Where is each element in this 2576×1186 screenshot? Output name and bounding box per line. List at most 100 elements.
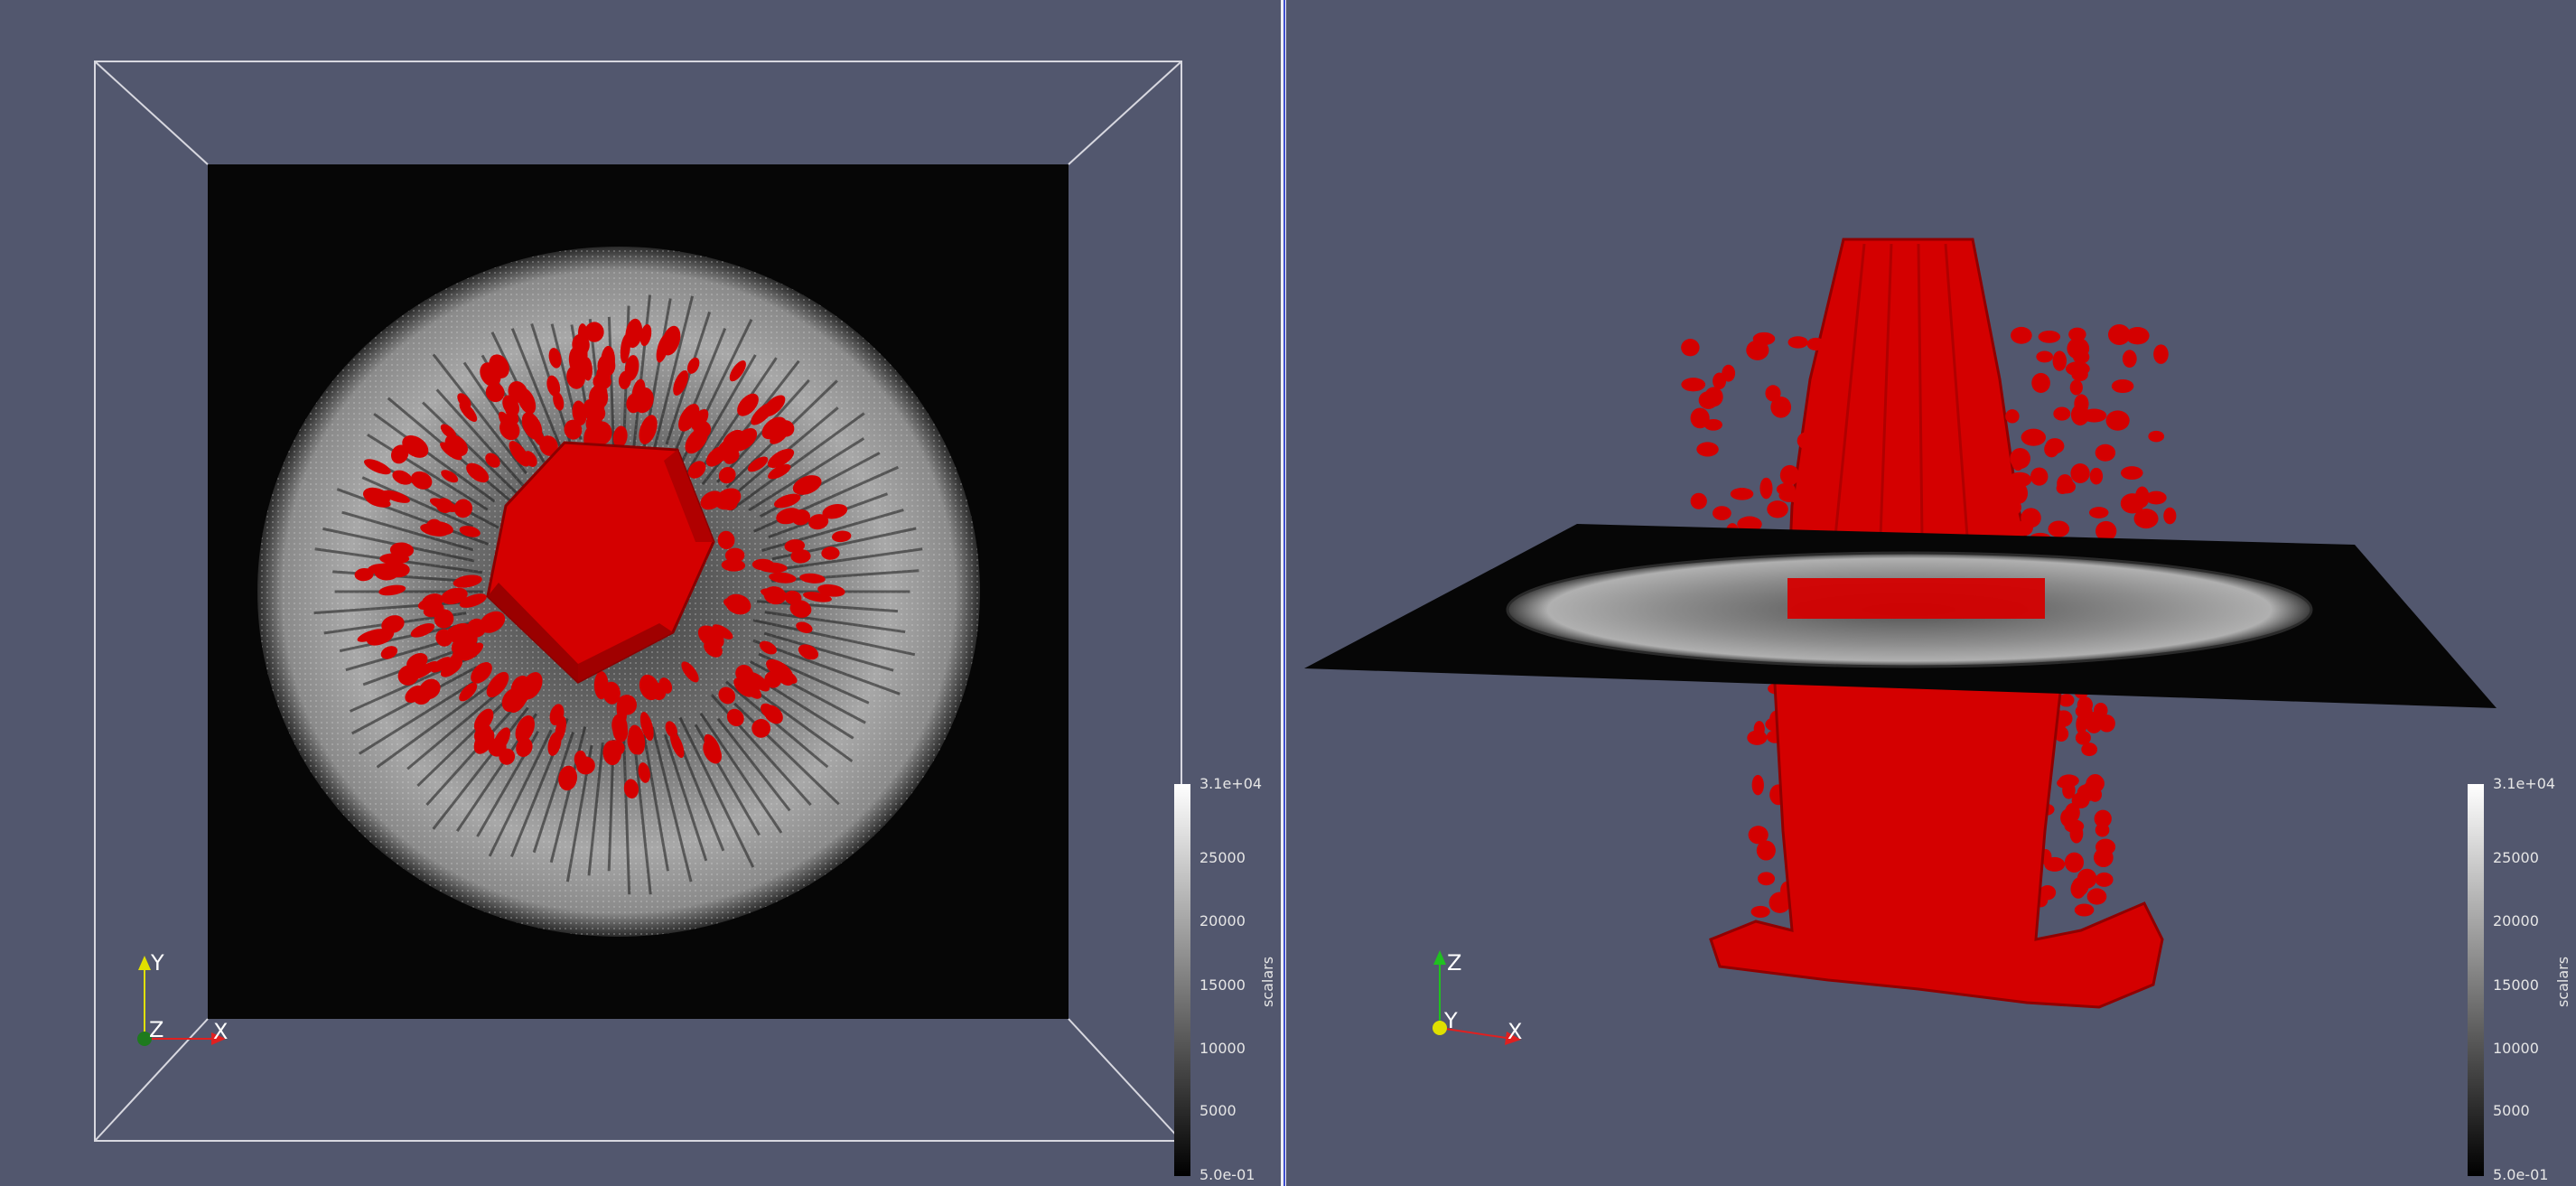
isosurface-blob	[380, 646, 398, 659]
isosurface-blob	[792, 475, 822, 495]
isosurface-blob	[521, 412, 543, 440]
colorbar-tick: 10000	[1199, 1040, 1246, 1057]
isosurface-blob	[374, 563, 400, 581]
isosurface-blob	[364, 459, 391, 475]
isosurface-blob	[1750, 905, 1770, 918]
isosurface-blob	[485, 453, 500, 468]
axis-label-z: Z	[1447, 950, 1462, 976]
isosurface-blob	[379, 553, 410, 565]
isosurface-blob	[564, 419, 583, 440]
isosurface-blob	[366, 628, 395, 646]
isosurface-blob	[2011, 326, 2032, 344]
isosurface-blob	[760, 588, 789, 601]
isosurface-blob	[2030, 467, 2049, 486]
isosurface-blob	[620, 333, 630, 364]
isosurface-blob	[724, 547, 745, 564]
isosurface-blob	[489, 354, 509, 378]
isosurface-blob	[412, 686, 432, 705]
isosurface-blob	[639, 415, 658, 444]
isosurface-blob	[2086, 888, 2107, 905]
isosurface-blob	[2077, 696, 2094, 714]
isosurface-blob	[2120, 493, 2144, 514]
isosurface-blob	[1746, 340, 1769, 360]
isosurface-blob	[1748, 826, 1769, 845]
isosurface-blob	[2097, 839, 2112, 857]
isosurface-blob	[718, 686, 736, 705]
isosurface-blob	[516, 737, 533, 758]
isosurface-blob	[1681, 339, 1700, 357]
isosurface-blob	[790, 549, 811, 564]
isosurface-blob	[638, 762, 650, 783]
isosurface-blob	[1757, 872, 1776, 886]
colorbar-title: scalars	[1259, 956, 1276, 1007]
isosurface-blob	[558, 765, 578, 791]
isosurface-blob	[2071, 792, 2090, 809]
isosurface-blob	[1806, 337, 1825, 351]
isosurface-blob	[365, 495, 391, 508]
isosurface-blob	[515, 714, 535, 743]
isosurface-blob	[602, 740, 622, 766]
isosurface-blob	[1767, 500, 1788, 518]
isosurface-blob	[2070, 462, 2090, 483]
isosurface-blob	[502, 395, 520, 416]
isosurface-blob	[669, 731, 685, 759]
isosurface-blob	[485, 382, 505, 403]
colorbar-tick: 25000	[2493, 849, 2539, 866]
isosurface-blob	[549, 704, 565, 726]
isosurface-blob	[2069, 823, 2084, 844]
isosurface-blob	[2086, 774, 2105, 793]
isosurface-blob	[2098, 714, 2115, 733]
isosurface-blob	[773, 493, 801, 509]
isosurface-blob	[2068, 327, 2086, 341]
isosurface-blob	[798, 644, 819, 660]
isosurface-blob	[776, 508, 802, 525]
isosurface-blob	[639, 323, 652, 347]
isosurface-blob	[1698, 391, 1719, 409]
isosurface-blob	[422, 595, 442, 614]
isosurface-blob	[1737, 516, 1762, 533]
isosurface-blob	[2031, 372, 2050, 394]
isosurface-blob	[712, 624, 733, 640]
isosurface-blob	[459, 401, 478, 422]
render-view-left[interactable]: Y Z X 3.1e+04 25000 20000 15000 10000 50…	[0, 0, 1281, 1186]
isosurface-blob	[2111, 378, 2134, 394]
isosurface-blob	[2105, 410, 2130, 431]
isosurface-blob	[2145, 490, 2167, 505]
isosurface-blob	[612, 425, 628, 448]
isosurface-blob	[717, 530, 735, 550]
isosurface-blob	[2057, 474, 2074, 493]
scene-left[interactable]	[0, 0, 1281, 1186]
isosurface-blob	[1696, 442, 1719, 457]
isosurface-blob	[1806, 468, 1825, 490]
orientation-axes-left	[137, 956, 226, 1046]
isosurface-blob	[778, 668, 798, 684]
isosurface-blob	[2067, 337, 2090, 360]
isosurface-blob	[392, 470, 413, 485]
isosurface-blob	[471, 662, 492, 684]
isosurface-blob	[2044, 441, 2059, 458]
axis-label-x: X	[213, 1019, 229, 1044]
isosurface-blob	[2008, 472, 2032, 488]
isosurface-blob	[2094, 702, 2108, 719]
colorbar-tick: 10000	[2493, 1040, 2539, 1057]
isosurface-blob	[822, 503, 848, 519]
isosurface-blob	[2088, 507, 2109, 518]
render-view-right[interactable]: Z Y X 3.1e+04 25000 20000 15000 10000 50…	[1286, 0, 2576, 1186]
isosurface-blob	[2074, 903, 2095, 917]
isosurface-blob	[685, 427, 708, 454]
isosurface-blob	[486, 671, 509, 698]
isosurface-blob	[623, 779, 639, 798]
colorbar-tick: 20000	[2493, 912, 2539, 929]
scene-right[interactable]	[1286, 0, 2576, 1186]
isosurface-blob	[2064, 852, 2085, 873]
isosurface-blob	[639, 711, 654, 742]
isosurface-blob	[1770, 396, 1792, 418]
isosurface-blob	[1776, 482, 1796, 496]
isosurface-blob	[687, 461, 706, 479]
view-splitter[interactable]	[1281, 0, 1286, 1186]
isosurface-blob	[733, 677, 754, 697]
isosurface-blob	[2107, 323, 2131, 345]
isosurface-blob	[576, 756, 595, 775]
isosurface-blob	[705, 446, 727, 467]
isosurface-blob	[768, 463, 791, 480]
